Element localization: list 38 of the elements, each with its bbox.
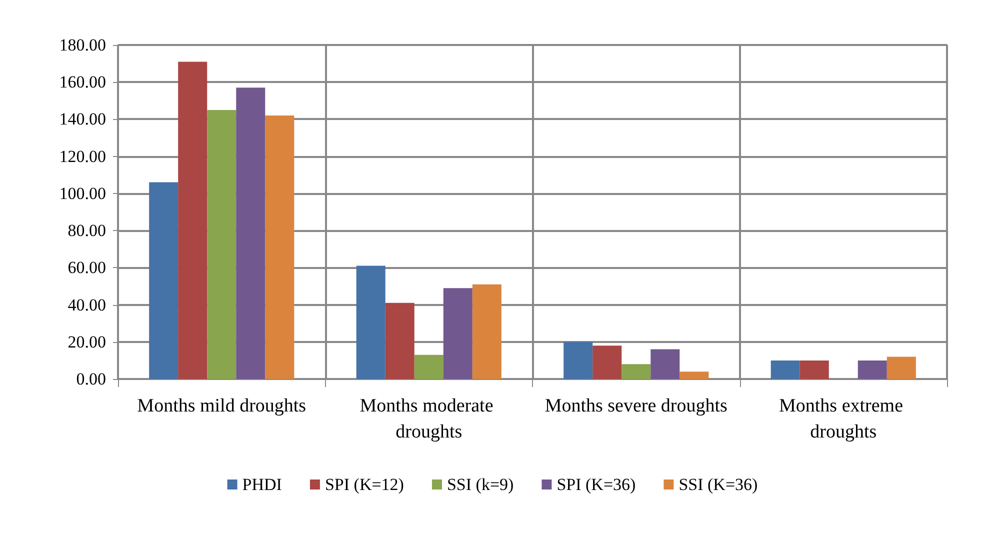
bar [265,116,294,379]
legend-label: SPI (K=36) [556,475,636,494]
x-tick-label: Months severe droughts [544,396,728,416]
bar [622,364,651,379]
bar [858,360,887,379]
y-tick-label: 40.00 [68,295,106,314]
bar [650,349,680,379]
y-tick-label: 100.00 [59,184,106,203]
legend-label: SSI (k=9) [446,475,514,494]
y-tick-label: 20.00 [68,332,106,352]
bar [680,372,709,379]
x-tick-label: Months moderate droughts [360,396,498,442]
legend-label: SSI (K=36) [678,475,758,494]
bar [770,360,800,379]
y-tick-label: 120.00 [59,146,106,166]
x-tick-label: Months mild droughts [137,396,306,416]
bar [443,288,472,379]
y-tick-label: 60.00 [68,258,106,278]
legend-label: PHDI [242,475,282,494]
x-tick-label: Months extreme droughts [778,396,908,442]
bar [800,360,829,379]
bar [414,354,444,379]
y-tick-label: 160.00 [59,72,106,92]
y-tick-label: 80.00 [68,221,106,240]
bar [207,110,236,379]
bar [236,88,266,379]
y-tick-label: 0.00 [76,370,106,388]
legend-label: SPI (K=12) [324,475,404,494]
bar [592,346,622,379]
bar [149,182,178,379]
bar [564,342,593,379]
bar [178,62,208,379]
y-tick-label: 140.00 [59,110,106,129]
bar [886,356,916,379]
y-tick-label: 180.00 [59,36,106,54]
bar [356,266,386,379]
bar [385,302,414,379]
bar [472,284,502,379]
